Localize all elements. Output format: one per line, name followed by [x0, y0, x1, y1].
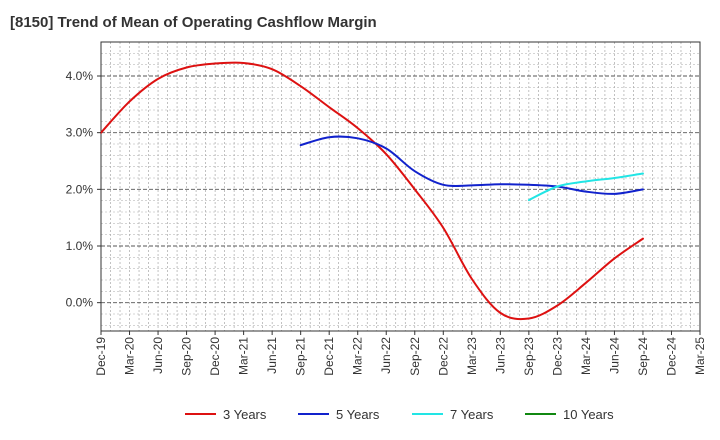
- legend-label: 5 Years: [336, 407, 380, 422]
- x-tick-label: Mar-24: [579, 337, 593, 375]
- y-tick-label: 2.0%: [66, 182, 94, 196]
- x-tick-label: Sep-22: [408, 337, 422, 376]
- y-tick-label: 3.0%: [66, 126, 94, 140]
- x-tick-label: Mar-21: [237, 337, 251, 375]
- x-tick-label: Jun-22: [379, 337, 393, 374]
- grid: [101, 42, 700, 331]
- x-tick-label: Sep-24: [636, 337, 650, 376]
- legend-label: 3 Years: [223, 407, 267, 422]
- x-tick-label: Dec-20: [208, 337, 222, 376]
- x-tick-label: Jun-21: [265, 337, 279, 374]
- x-tick-label: Mar-25: [693, 337, 707, 375]
- x-tick-label: Mar-22: [351, 337, 365, 375]
- series-line-3-years: [100, 61, 644, 321]
- series-line-7-years: [527, 172, 644, 202]
- y-tick-label: 1.0%: [66, 239, 94, 253]
- x-tick-label: Dec-19: [94, 337, 108, 376]
- x-tick-label: Mar-23: [465, 337, 479, 375]
- y-tick-label: 0.0%: [66, 296, 94, 310]
- x-tick-label: Dec-24: [664, 337, 678, 376]
- x-tick-label: Sep-21: [294, 337, 308, 376]
- legend-label: 7 Years: [450, 407, 494, 422]
- series-line-5-years: [299, 135, 644, 195]
- x-tick-label: Sep-23: [522, 337, 536, 376]
- plot-area-border: [100, 41, 701, 332]
- x-tick-label: Mar-20: [123, 337, 137, 375]
- x-tick-label: Dec-22: [436, 337, 450, 376]
- y-axis-ticks: 0.0% 1.0% 2.0% 3.0% 4.0%: [66, 69, 101, 310]
- x-axis-ticks: Dec-19 Mar-20 Jun-20 Sep-20 Dec-20 Mar-21 Jun-…: [94, 331, 707, 376]
- x-tick-label: Jun-20: [151, 337, 165, 374]
- y-tick-label: 4.0%: [66, 69, 94, 83]
- x-tick-label: Dec-21: [322, 337, 336, 376]
- x-tick-label: Jun-23: [493, 337, 507, 374]
- x-tick-label: Jun-24: [607, 337, 621, 374]
- legend-label: 10 Years: [563, 407, 614, 422]
- x-tick-label: Dec-23: [550, 337, 564, 376]
- legend: 3 Years 5 Years 7 Years 10 Years: [185, 407, 614, 422]
- chart-title: [8150] Trend of Mean of Operating Cashfl…: [10, 14, 377, 31]
- series-lines: [100, 61, 644, 321]
- x-tick-label: Sep-20: [180, 337, 194, 376]
